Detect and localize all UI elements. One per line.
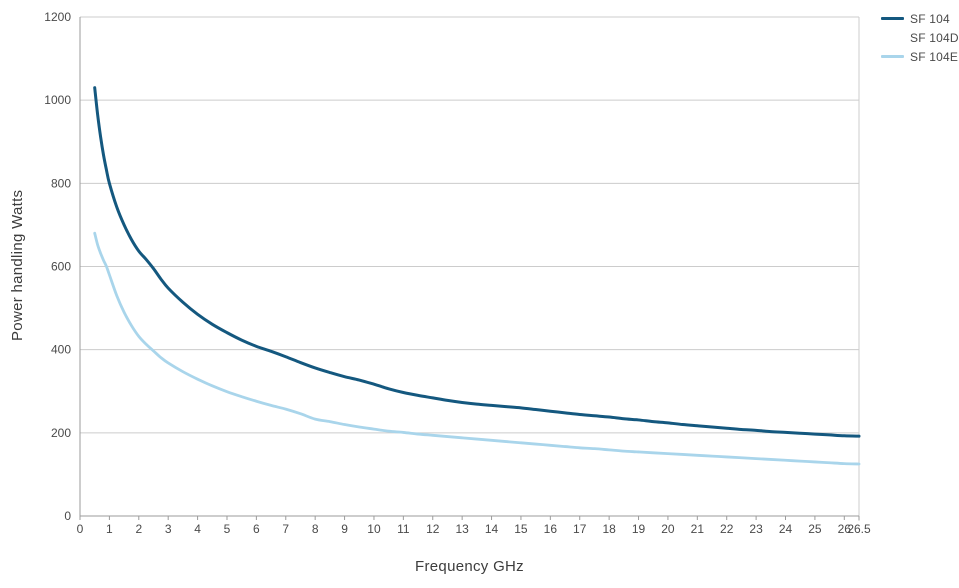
svg-text:12: 12 <box>426 522 440 536</box>
svg-text:9: 9 <box>341 522 348 536</box>
svg-text:2: 2 <box>135 522 142 536</box>
svg-text:5: 5 <box>224 522 231 536</box>
legend-label: SF 104 <box>910 11 950 26</box>
svg-text:8: 8 <box>312 522 319 536</box>
svg-text:800: 800 <box>51 176 71 190</box>
legend-item-sf104d: SF 104D <box>866 28 959 47</box>
svg-text:11: 11 <box>397 522 410 536</box>
svg-text:15: 15 <box>514 522 528 536</box>
legend-label: SF 104E <box>910 49 959 64</box>
svg-text:17: 17 <box>573 522 587 536</box>
svg-text:1200: 1200 <box>44 10 71 24</box>
svg-text:200: 200 <box>51 426 71 440</box>
legend-label: SF 104D <box>910 30 959 45</box>
svg-text:400: 400 <box>51 343 71 357</box>
svg-text:19: 19 <box>632 522 646 536</box>
svg-text:14: 14 <box>485 522 499 536</box>
svg-text:24: 24 <box>779 522 793 536</box>
sf104e-line-swatch <box>881 55 904 58</box>
svg-text:0: 0 <box>77 522 84 536</box>
svg-text:20: 20 <box>661 522 675 536</box>
legend-item-sf104: SF 104 <box>866 9 959 28</box>
svg-text:10: 10 <box>367 522 381 536</box>
svg-text:26: 26 <box>838 522 852 536</box>
svg-text:23: 23 <box>749 522 763 536</box>
x-axis-title: Frequency GHz <box>415 558 524 575</box>
svg-text:21: 21 <box>691 522 705 536</box>
svg-text:3: 3 <box>165 522 172 536</box>
svg-text:600: 600 <box>51 260 71 274</box>
svg-text:1000: 1000 <box>44 93 71 107</box>
svg-text:22: 22 <box>720 522 734 536</box>
svg-text:25: 25 <box>808 522 822 536</box>
svg-text:18: 18 <box>602 522 616 536</box>
svg-text:26.5: 26.5 <box>847 522 871 536</box>
legend: SF 104 SF 104D SF 104E <box>866 9 959 66</box>
svg-text:4: 4 <box>194 522 201 536</box>
svg-text:7: 7 <box>282 522 289 536</box>
svg-text:6: 6 <box>253 522 260 536</box>
sf104-line-swatch <box>881 17 904 20</box>
svg-text:16: 16 <box>544 522 558 536</box>
svg-text:1: 1 <box>106 522 113 536</box>
svg-text:0: 0 <box>64 509 71 523</box>
legend-item-sf104e: SF 104E <box>866 47 959 66</box>
svg-text:13: 13 <box>455 522 469 536</box>
